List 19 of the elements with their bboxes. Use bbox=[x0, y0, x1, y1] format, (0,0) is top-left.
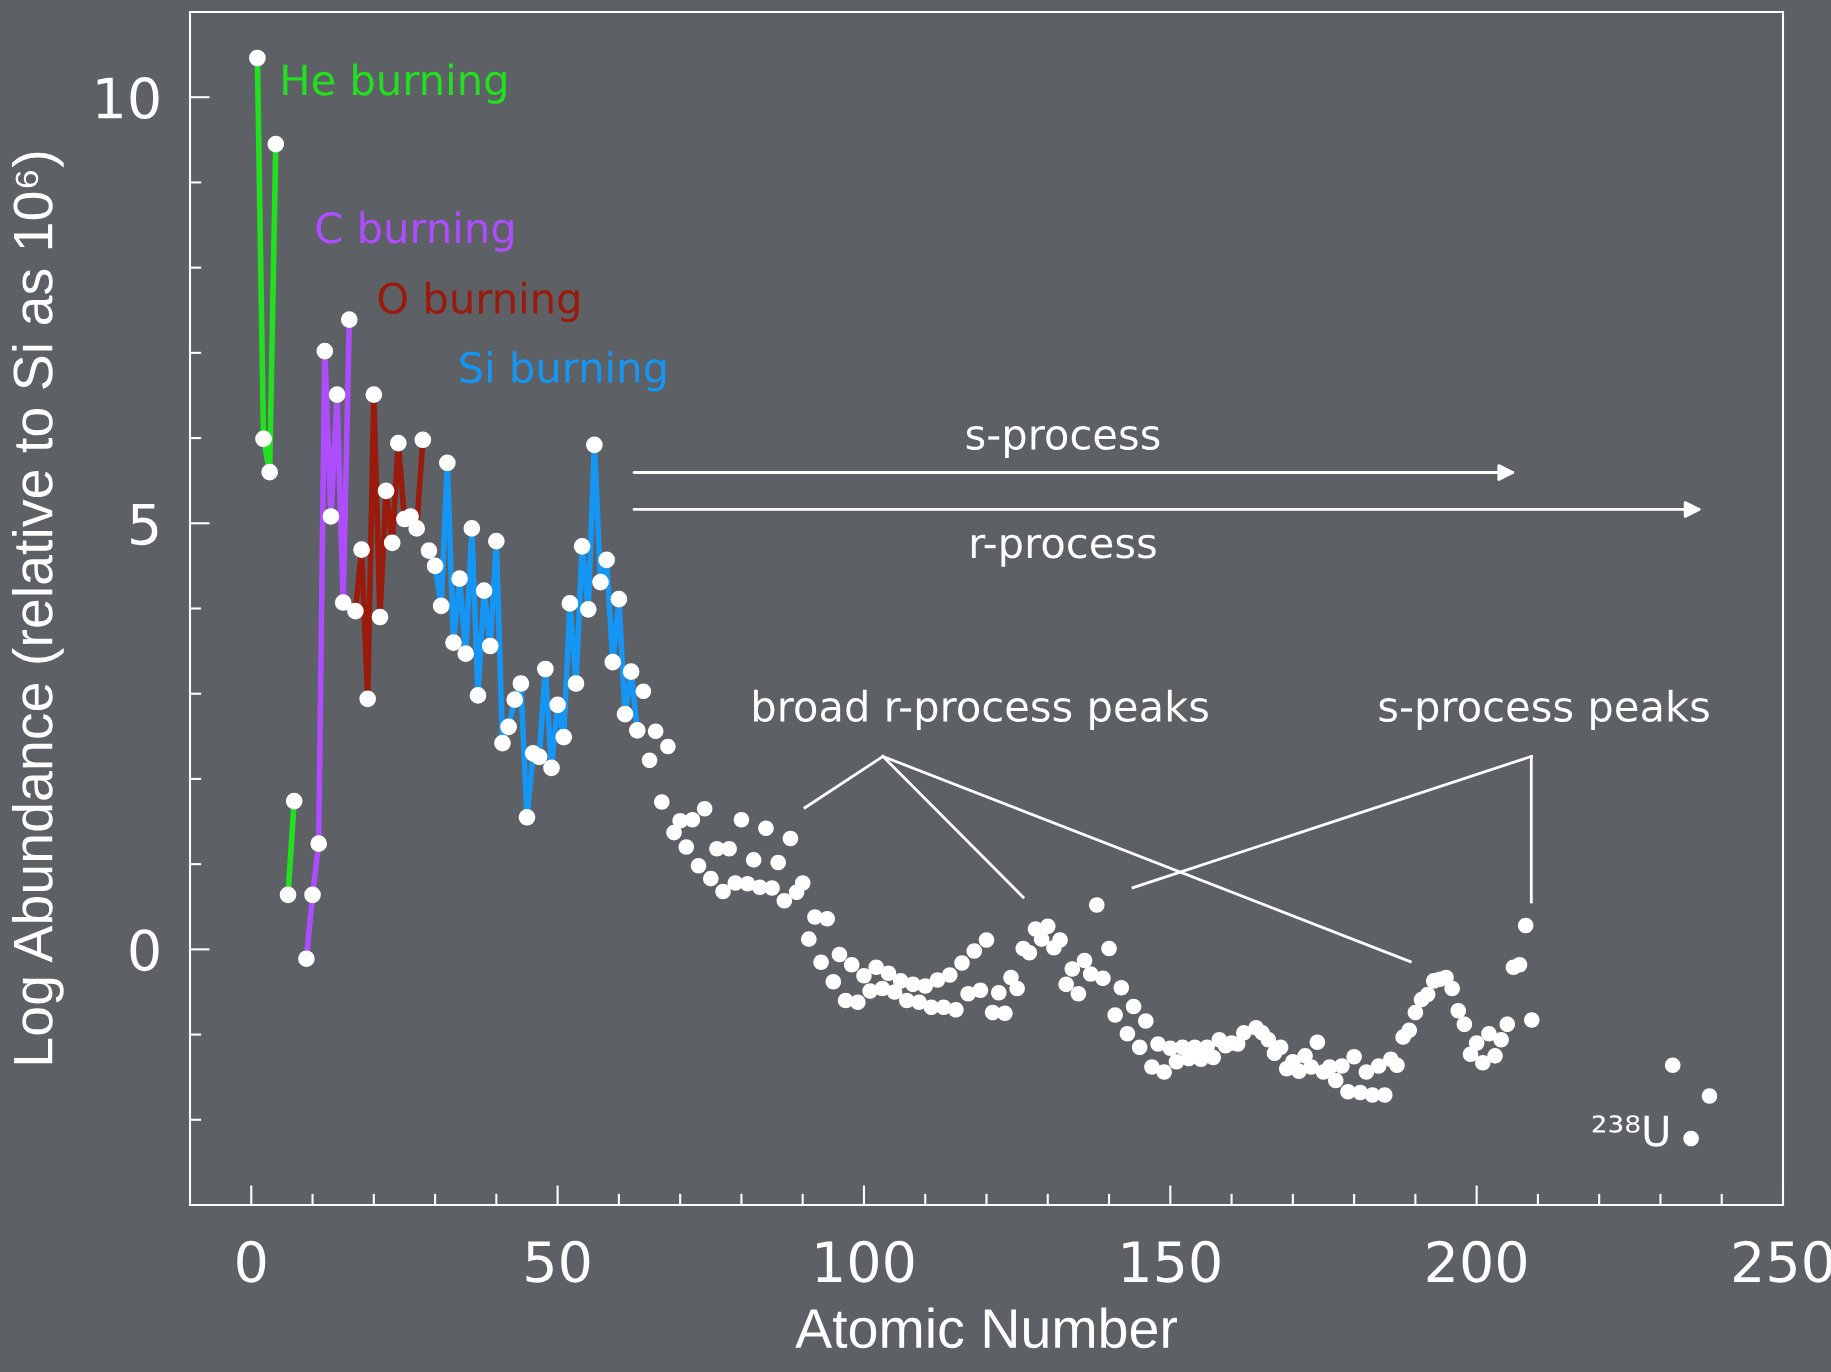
series-label: Si burning bbox=[460, 350, 666, 392]
y-tick-label: 0 bbox=[130, 929, 159, 972]
y-axis-title: Log Abundance (relative to Si as 10⁶) bbox=[11, 152, 64, 1064]
y-tick-label: 5 bbox=[131, 503, 158, 546]
x-tick-label: 150 bbox=[1123, 1240, 1220, 1283]
x-tick-label: 200 bbox=[1427, 1240, 1526, 1283]
annotation: ²³⁸U bbox=[1592, 1115, 1668, 1147]
annotation: r-process bbox=[971, 534, 1156, 567]
series-label: C burning bbox=[316, 211, 513, 252]
annotation: s-process peaks bbox=[1379, 689, 1709, 731]
annotation: s-process bbox=[966, 426, 1160, 459]
x-tick-label: 50 bbox=[526, 1240, 590, 1283]
x-tick-label: 100 bbox=[817, 1240, 914, 1283]
x-tick-label: 0 bbox=[237, 1240, 266, 1283]
y-tick-label: 10 bbox=[97, 77, 159, 120]
x-axis-title: Atomic Number bbox=[795, 1307, 1177, 1349]
annotation: broad r-process peaks bbox=[754, 689, 1208, 731]
legend-label: He burning bbox=[283, 63, 506, 104]
series-label: O burning bbox=[378, 281, 579, 323]
